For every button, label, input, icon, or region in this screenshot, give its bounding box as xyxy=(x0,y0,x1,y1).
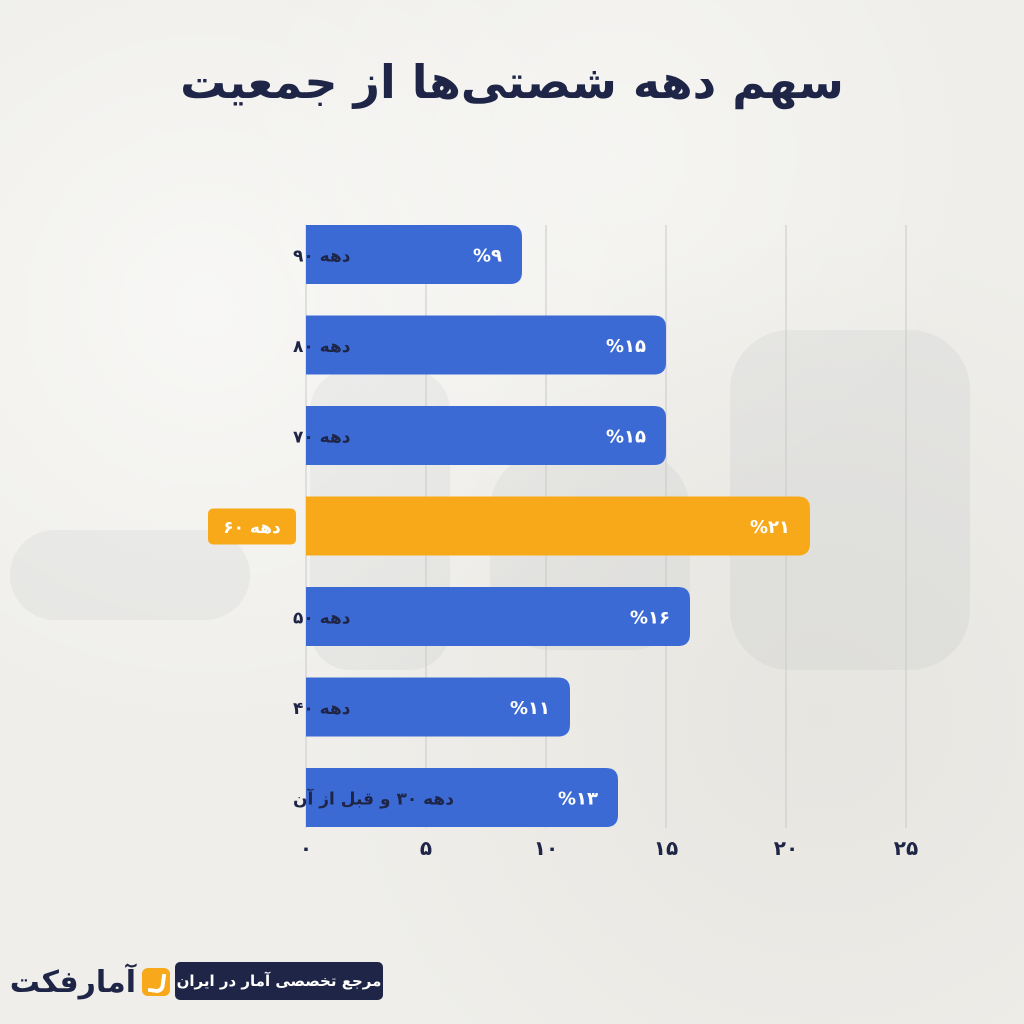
category-label: دهه ۵۰ xyxy=(293,609,351,629)
bar-value-label: %۹ xyxy=(473,246,502,267)
bar xyxy=(306,225,522,284)
category-label: دهه ۴۰ xyxy=(293,699,351,719)
bar xyxy=(306,768,618,827)
category-label: دهه ۷۰ xyxy=(293,428,351,448)
category-label: دهه ۸۰ xyxy=(293,337,351,357)
x-tick-label: ۰ xyxy=(300,836,312,860)
category-label: دهه ۹۰ xyxy=(293,247,351,267)
category-label: دهه ۶۰ xyxy=(223,518,281,538)
brand-logo: آمارفکت xyxy=(10,960,170,1004)
x-tick-label: ۲۰ xyxy=(774,836,798,860)
brand-name: آمارفکت xyxy=(9,964,136,1000)
amarfact-logo-icon xyxy=(142,968,170,996)
x-tick-label: ۱۵ xyxy=(654,836,678,860)
footer: آمارفکت مرجع تخصصی آمار در ایران xyxy=(0,960,1024,1010)
bar xyxy=(306,587,690,646)
bar-value-label: %۱۵ xyxy=(606,336,646,357)
bar-value-label: %۱۳ xyxy=(558,789,598,810)
category-labels: دهه ۹۰ دهه ۸۰ دهه ۷۰ دهه ۶۰ دهه ۵۰ دهه ۴۰ دهه … xyxy=(208,247,454,810)
bar-value-label: %۱۵ xyxy=(606,427,646,448)
bar xyxy=(306,315,666,375)
bar-value-label: %۱۱ xyxy=(510,698,550,719)
bar-value-label: %۲۱ xyxy=(750,517,790,538)
x-tick-label: ۲۵ xyxy=(894,836,918,860)
category-label: دهه ۳۰ و قبل از آن xyxy=(293,788,454,810)
chart-title: سهم دهه شصتی‌ها از جمعیت xyxy=(180,55,844,109)
bar xyxy=(306,677,570,737)
highlight-label-bg xyxy=(208,508,296,545)
bars: %۹ %۱۵ %۱۵ %۲۱ %۱۶ %۱۱ %۱۳ xyxy=(306,225,810,827)
bar xyxy=(306,406,666,465)
tagline-badge: مرجع تخصصی آمار در ایران xyxy=(175,962,383,1000)
bar-value-label: %۱۶ xyxy=(630,608,670,629)
x-tick-label: ۵ xyxy=(420,836,432,860)
x-axis-ticks: ۰ ۵ ۱۰ ۱۵ ۲۰ ۲۵ xyxy=(300,836,918,860)
x-tick-label: ۱۰ xyxy=(534,836,558,860)
bar xyxy=(306,496,810,556)
